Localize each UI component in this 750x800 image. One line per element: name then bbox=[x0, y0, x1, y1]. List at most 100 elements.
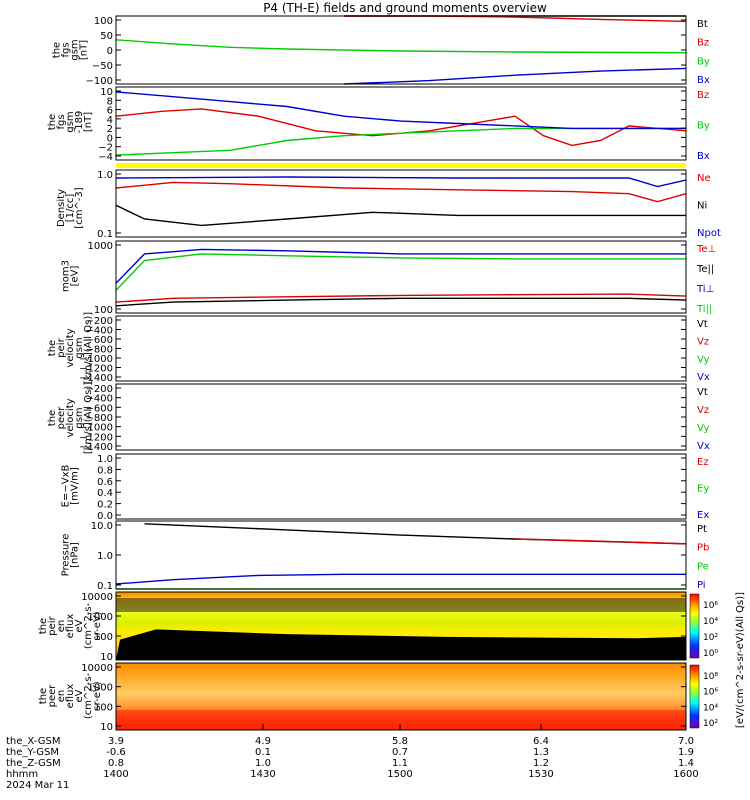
p1-legend-3: Bx bbox=[697, 75, 710, 86]
p2-ytick-label: −2 bbox=[98, 143, 113, 154]
p2-ytick-label: −4 bbox=[98, 152, 113, 163]
ylabel-line: peer bbox=[47, 684, 58, 708]
p9-colorbar-tick: 10⁶ bbox=[703, 601, 718, 611]
p8-legend-3: Pi bbox=[697, 580, 706, 591]
ylabel-line: velocity bbox=[65, 328, 76, 367]
p4-frame bbox=[115, 240, 687, 314]
p7-ytick-label: 0.8 bbox=[97, 465, 113, 476]
p2-ytick-label: 4 bbox=[107, 115, 113, 126]
xaxis-value: 1600 bbox=[673, 769, 698, 780]
xaxis-value: 1.0 bbox=[255, 758, 271, 769]
p3-ylabel: Density[1/cc][cm^-3] bbox=[56, 187, 85, 228]
p6-ytick-label: −400 bbox=[86, 394, 113, 405]
p9-colorbar-tick: 10⁴ bbox=[703, 617, 718, 627]
p10-low-energy-band bbox=[116, 710, 686, 728]
p10-colorbar bbox=[689, 664, 700, 729]
xaxis-value: 1.9 bbox=[678, 747, 694, 758]
ylabel-line: peer bbox=[56, 406, 67, 430]
ylabel-line: the bbox=[38, 688, 49, 704]
ylabel-line: sr-eV) bbox=[92, 681, 103, 710]
p5-ytick-label: −1200 bbox=[79, 364, 113, 375]
ylabel-line: the bbox=[47, 410, 58, 426]
p1-series-2 bbox=[115, 39, 687, 54]
p1-series-3 bbox=[343, 67, 687, 85]
p2-legend-2: Bx bbox=[697, 151, 710, 162]
ylabel-line: [km/s](All Qs)] bbox=[83, 312, 94, 384]
p6-ytick-label: −200 bbox=[86, 384, 113, 395]
ylabel-line: [1/cc] bbox=[65, 194, 76, 223]
ylabel-line: Pressure bbox=[61, 534, 72, 577]
p5-frame bbox=[115, 315, 687, 382]
p1-ytick-label: −100 bbox=[86, 76, 113, 87]
ylabel-line: (cm^2-s- bbox=[83, 602, 94, 649]
ylabel-line: [eV] bbox=[70, 266, 81, 287]
p4-series-1 bbox=[115, 253, 686, 291]
ylabel-line: eV bbox=[74, 619, 85, 632]
p8-ylabel: Pressure[nPa] bbox=[61, 534, 81, 577]
p1-ytick-label: 50 bbox=[100, 31, 113, 42]
xaxis-value: 1530 bbox=[528, 769, 553, 780]
xaxis-value: 4.9 bbox=[255, 736, 271, 747]
p5-ytick-label: −600 bbox=[86, 335, 113, 346]
ylabel-line: (cm^2-s- bbox=[83, 672, 94, 719]
p6-ytick-label: −800 bbox=[86, 413, 113, 424]
p1-ytick-label: 0 bbox=[107, 46, 113, 57]
p2-ytick-label: 8 bbox=[107, 96, 113, 107]
p4-legend-0: Te⊥ bbox=[696, 244, 716, 255]
p2-ytick-label: 6 bbox=[107, 106, 113, 117]
p9-dark-region bbox=[116, 629, 686, 660]
p3-legend-2: Npot bbox=[697, 228, 721, 239]
p4-series-0 bbox=[115, 248, 686, 284]
p4-legend-3: Ti|| bbox=[696, 304, 712, 315]
p5-legend-2: Vy bbox=[697, 354, 710, 365]
p7-ylabel: E=−VxB[mV/m] bbox=[61, 465, 81, 508]
p6-ytick-label: −1400 bbox=[79, 442, 113, 453]
p4-series-2 bbox=[115, 293, 687, 303]
p8-ytick-label: 10.0 bbox=[91, 521, 113, 532]
ylabel-line: Density bbox=[56, 189, 67, 227]
p7-ytick-label: 0.2 bbox=[97, 500, 113, 511]
p6-ytick-label: −600 bbox=[86, 403, 113, 414]
p10-ytick-label: 10 bbox=[100, 722, 113, 733]
p10-colorbar-tick: 10⁴ bbox=[703, 703, 718, 713]
ylabel-line: [cm^-3] bbox=[74, 187, 85, 228]
ylabel-line: [nT] bbox=[79, 40, 90, 60]
p2-legend-0: Bz bbox=[697, 90, 709, 101]
xaxis-value: 1.1 bbox=[392, 758, 408, 769]
p6-frame bbox=[115, 383, 687, 451]
xaxis-value: 0.7 bbox=[392, 747, 408, 758]
xaxis-value: 5.8 bbox=[392, 736, 408, 747]
p9-frame bbox=[115, 591, 687, 661]
ylabel-line: fgs bbox=[61, 42, 72, 57]
p2-series-0 bbox=[115, 108, 687, 147]
xaxis-row-label: the_Y-GSM bbox=[6, 747, 59, 758]
ylabel-line: [nT] bbox=[83, 112, 94, 132]
p10-frame bbox=[115, 662, 687, 731]
p5-legend-1: Vz bbox=[697, 337, 709, 348]
xaxis-value: 3.9 bbox=[108, 736, 124, 747]
ylabel-line: gsm bbox=[70, 39, 81, 60]
p5-ytick-label: −800 bbox=[86, 345, 113, 356]
p1-ytick-label: 100 bbox=[94, 16, 113, 27]
p3-series-0 bbox=[115, 176, 687, 188]
p9-ytick-label: 10 bbox=[100, 652, 113, 663]
ylabel-line: E=−VxB bbox=[61, 465, 72, 508]
quality-flag-bar bbox=[116, 163, 686, 168]
p9-ytick-label: 1000 bbox=[88, 612, 113, 623]
xaxis-value: 6.4 bbox=[533, 736, 549, 747]
p7-legend-1: Ey bbox=[697, 484, 709, 495]
p4-ylabel: mom3[eV] bbox=[61, 260, 81, 292]
ylabel-line: eflux bbox=[65, 684, 76, 709]
p4-legend-2: Ti⊥ bbox=[696, 284, 714, 295]
ylabel-line: peir bbox=[47, 615, 58, 635]
p6-legend-0: Vt bbox=[697, 387, 708, 398]
p8-ytick-label: 0.1 bbox=[97, 581, 113, 592]
ylabel-line: the bbox=[52, 42, 63, 58]
p3-frame bbox=[115, 169, 687, 238]
p4-ytick-label: 100 bbox=[94, 305, 113, 316]
ylabel-line: eflux bbox=[65, 614, 76, 639]
